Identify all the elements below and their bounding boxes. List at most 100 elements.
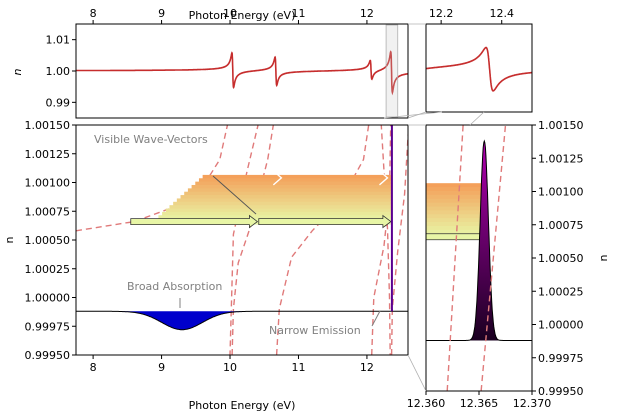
wave-vector-band (191, 184, 391, 191)
wave-vector-band-zoom (426, 222, 486, 229)
wave-vector-band (165, 208, 391, 215)
bottom-x-tick-label: 10 (223, 361, 237, 374)
bottom-x-tick-label: 8 (90, 361, 97, 374)
dispersion-branch-zoom (480, 125, 507, 391)
dispersion-branch (380, 125, 391, 355)
connector-line (407, 354, 427, 392)
top-right-frame (425, 23, 533, 113)
wave-vector-band (198, 178, 391, 185)
bottom-right-y-tick-label: 1.00125 (538, 152, 584, 165)
top-left-panel (75, 23, 409, 119)
dispersion-branch (275, 125, 370, 355)
emission-peak-line (426, 139, 532, 341)
bottom-y-axis-label: n (3, 236, 16, 243)
wave-vector-band (162, 211, 391, 218)
bottom-right-y-tick-label: 0.99950 (538, 385, 584, 398)
bottom-right-y-tick-label: 1.00050 (538, 252, 584, 265)
bottom-y-tick-label: 1.00025 (25, 263, 71, 276)
wave-vector-band-zoom (426, 214, 486, 221)
top-right-x-tick-label: 12.4 (489, 7, 514, 20)
bottom-left-frame (75, 124, 409, 356)
wave-vector-band (202, 174, 391, 181)
visible-pointer (212, 175, 257, 215)
bottom-x-tick-label: 9 (158, 361, 165, 374)
connector-line (383, 111, 443, 119)
wave-vector-band-zoom (426, 198, 486, 205)
wave-vector-band-zoom (426, 190, 486, 197)
bottom-y-tick-label: 0.99950 (25, 349, 71, 362)
wave-vector-band-zoom (426, 225, 486, 232)
wave-vector-band-zoom (426, 218, 486, 225)
wave-vector-band (184, 191, 391, 198)
emission-peak-fill (426, 141, 532, 341)
bottom-right-x-tick-label: 12.360 (407, 397, 446, 410)
bottom-right-y-tick-label: 1.00150 (538, 119, 584, 132)
tick-layer: 8 9 10 11 12 0.99 1.00 1.01 12.2 12.4 8 9 10 11 12 0.99… (25, 7, 584, 410)
top-right-panel (425, 23, 533, 113)
top-y-tick-label: 1.00 (46, 65, 71, 78)
connector-line (407, 111, 427, 119)
dispersion-branch-zoom (446, 125, 464, 391)
wave-vector-band-zoom (426, 194, 486, 201)
arrowhead (379, 170, 389, 186)
zoom-connectors (383, 23, 485, 392)
wave-vector-band (180, 195, 391, 202)
dispersion-branch (229, 125, 259, 355)
bottom-right-y-tick-label: 1.00075 (538, 219, 584, 232)
bottom-right-y-tick-label: 1.00000 (538, 319, 584, 332)
bottom-right-x-tick-label: 12.365 (460, 397, 499, 410)
bottom-right-y-tick-label: 0.99975 (538, 352, 584, 365)
broad-absorption-annotation: Broad Absorption (127, 280, 222, 293)
bottom-right-x-tick-label: 12.370 (513, 397, 552, 410)
bottom-y-tick-label: 1.00050 (25, 234, 71, 247)
bottom-left-panel (75, 124, 409, 356)
bottom-y-tick-label: 1.00075 (25, 205, 71, 218)
bottom-y-tick-label: 1.00125 (25, 148, 71, 161)
bottom-x-tick-label: 11 (291, 361, 305, 374)
wave-vector-band-zoom (426, 202, 486, 209)
absorption-line (76, 310, 408, 331)
top-x-axis-label: Photon Energy (eV) (189, 9, 296, 22)
top-x-tick-label: 8 (90, 7, 97, 20)
top-x-tick-label: 9 (158, 7, 165, 20)
refractive-index-curve (76, 50, 408, 96)
top-y-axis-label: n (11, 68, 24, 75)
wave-vector-band-zoom (426, 210, 486, 217)
top-right-x-tick-label: 12.2 (429, 7, 454, 20)
wave-vector-band (187, 188, 391, 195)
top-x-tick-label: 10 (223, 7, 237, 20)
narrow-emission-annotation: Narrow Emission (269, 324, 361, 337)
right-y-axis-label: n (597, 254, 610, 261)
wave-vector-band-zoom (426, 187, 486, 194)
dispersion-branch (231, 125, 275, 355)
wave-vector-band-zoom (426, 229, 486, 236)
wave-vector-band-zoom (426, 206, 486, 213)
bottom-right-y-tick-label: 1.00025 (538, 285, 584, 298)
wave-vector-band (169, 205, 391, 212)
wave-vector-band-zoom (426, 183, 486, 190)
connector-line (469, 111, 485, 126)
wave-vector-arrow (258, 214, 392, 229)
dispersion-branch (371, 125, 392, 355)
top-x-tick-label: 11 (291, 7, 305, 20)
arrowhead (272, 170, 283, 186)
dispersion-branch (390, 125, 408, 355)
bottom-y-tick-label: 0.99975 (25, 320, 71, 333)
bottom-y-tick-label: 1.00100 (25, 177, 71, 190)
emission-pointer (371, 310, 381, 327)
bottom-y-tick-label: 1.00150 (25, 119, 71, 132)
top-x-tick-label: 12 (360, 7, 374, 20)
wave-vector-band (173, 201, 391, 208)
wave-vector-band (176, 198, 391, 205)
bottom-x-tick-label: 12 (360, 361, 374, 374)
bottom-right-panel (425, 124, 533, 392)
bottom-x-axis-label: Photon Energy (eV) (189, 399, 296, 412)
wave-vector-arrow (130, 214, 259, 229)
refractive-index-zoom-curve (426, 46, 532, 92)
bottom-right-y-tick-label: 1.00100 (538, 186, 584, 199)
bottom-y-tick-label: 1.00000 (25, 292, 71, 305)
zoom-region-box (385, 24, 399, 118)
broad-absorption-fill (76, 311, 408, 330)
top-y-tick-label: 0.99 (46, 96, 71, 109)
